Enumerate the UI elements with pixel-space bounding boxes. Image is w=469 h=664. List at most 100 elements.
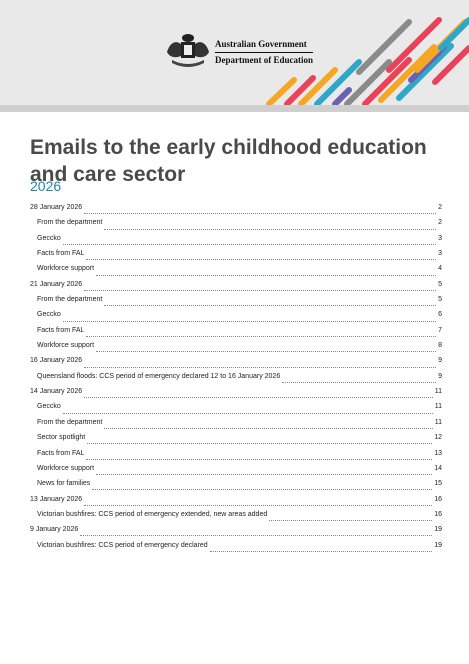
toc-entry-subheading[interactable]: Victorian bushfires: CCS period of emerg… [30,542,442,557]
toc-entry-subheading[interactable]: From the department 11 [30,419,442,434]
toc-entry-subheading[interactable]: Facts from FAL 7 [30,327,442,342]
toc-entry-subheading[interactable]: From the department 5 [30,296,442,311]
toc-entry-heading[interactable]: 16 January 2026 9 [30,357,442,372]
toc-dot-leader [96,274,437,276]
toc-dot-leader [84,366,437,368]
stripe [356,19,412,75]
stripe [314,59,362,107]
toc-dot-leader [96,474,433,476]
toc-dot-leader [86,458,433,460]
toc-dot-leader [84,289,437,291]
toc-entry-text: Victorian bushfires: CCS period of emerg… [37,541,208,549]
toc-dot-leader [96,351,437,353]
toc-page-number: 5 [438,280,442,288]
toc-page-number: 9 [438,357,442,365]
toc-entry-text: 21 January 2026 [30,280,83,288]
toc-entry-subheading[interactable]: Facts from FAL 3 [30,250,442,265]
org-line2: Department of Education [215,55,313,65]
toc-page-number: 19 [434,526,442,534]
toc-page-number: 2 [438,219,442,227]
toc-entry-subheading[interactable]: Geccko 3 [30,235,442,250]
toc-dot-leader [104,305,437,307]
toc-entry-heading[interactable]: 13 January 2026 16 [30,496,442,511]
toc-entry-text: Facts from FAL [37,250,85,258]
page-subtitle-year: 2026 [30,178,62,194]
toc-entry-subheading[interactable]: Victorian bushfires: CCS period of emerg… [30,511,442,526]
stripe [266,77,297,107]
toc-entry-heading[interactable]: 28 January 2026 2 [30,204,442,219]
toc-page-number: 3 [438,234,442,242]
toc-page-number: 14 [434,464,442,472]
toc-entry-text: 9 January 2026 [30,526,79,534]
toc-dot-leader [87,443,433,445]
toc-entry-text: Sector spotlight [37,434,86,442]
toc-entry-subheading[interactable]: Facts from FAL 13 [30,450,442,465]
toc-dot-leader [84,504,433,506]
toc-entry-text: 14 January 2026 [30,388,83,396]
toc-entry-text: Geccko [37,311,61,319]
toc-entry-subheading[interactable]: Workforce support 14 [30,465,442,480]
org-line1: Australian Government [215,38,313,53]
toc-entry-heading[interactable]: 21 January 2026 5 [30,281,442,296]
stripe [378,44,437,103]
toc-page-number: 7 [438,326,442,334]
toc-page-number: 9 [438,372,442,380]
stripe [386,17,442,73]
coat-of-arms-icon [167,34,209,67]
toc-dot-leader [282,381,437,383]
toc-dot-leader [80,535,433,537]
header-divider [0,105,469,112]
stripe [344,59,392,107]
toc-entry-subheading[interactable]: Sector spotlight 12 [30,434,442,449]
toc-dot-leader [86,259,437,261]
toc-dot-leader [62,243,437,245]
stripe [332,87,352,107]
toc-dot-leader [209,550,433,552]
toc-page-number: 4 [438,265,442,273]
stripe [438,17,469,51]
toc-entry-heading[interactable]: 9 January 2026 19 [30,526,442,541]
toc-entry-text: Workforce support [37,342,95,350]
toc-entry-subheading[interactable]: Queensland floods: CCS period of emergen… [30,373,442,388]
toc-entry-heading[interactable]: 14 January 2026 11 [30,388,442,403]
toc-entry-text: News for families [37,480,91,488]
stripe [432,45,469,85]
toc-page-number: 15 [434,480,442,488]
toc-page-number: 12 [434,434,442,442]
toc-entry-text: 28 January 2026 [30,204,83,211]
toc-entry-subheading[interactable]: Workforce support 8 [30,342,442,357]
toc-page-number: 16 [434,495,442,503]
toc-page-number: 3 [438,250,442,258]
toc-dot-leader [104,427,433,429]
toc-entry-text: Workforce support [37,265,95,273]
stripe [284,75,316,107]
toc-entry-subheading[interactable]: From the department 2 [30,219,442,234]
toc-entry-text: From the department [37,418,103,426]
page-title: Emails to the early childhood education … [30,136,427,187]
toc-dot-leader [92,489,433,491]
toc-entry-text: Queensland floods: CCS period of emergen… [37,372,281,380]
organisation-name: Australian Government Department of Educ… [215,38,313,67]
stripe [396,43,454,101]
toc-page-number: 13 [434,449,442,457]
toc-entry-subheading[interactable]: News for families 15 [30,480,442,495]
toc-page-number: 19 [434,541,442,549]
toc-page-number: 8 [438,342,442,350]
toc-dot-leader [269,520,433,522]
toc-entry-text: Workforce support [37,464,95,472]
stripe [362,57,412,107]
toc-entry-text: Geccko [37,403,61,411]
toc-dot-leader [86,335,437,337]
toc-page-number: 11 [434,418,442,426]
table-of-contents: 28 January 2026 2 From the department 2 Gecc… [30,204,442,557]
stripe [298,67,338,107]
toc-entry-text: Facts from FAL [37,449,85,457]
toc-entry-subheading[interactable]: Geccko 6 [30,311,442,326]
toc-entry-subheading[interactable]: Geccko 11 [30,403,442,418]
toc-page-number: 2 [438,204,442,211]
toc-dot-leader [62,412,433,414]
toc-entry-text: Geccko [37,234,61,242]
toc-entry-subheading[interactable]: Workforce support 4 [30,265,442,280]
toc-dot-leader [62,320,437,322]
toc-page-number: 11 [434,388,442,396]
